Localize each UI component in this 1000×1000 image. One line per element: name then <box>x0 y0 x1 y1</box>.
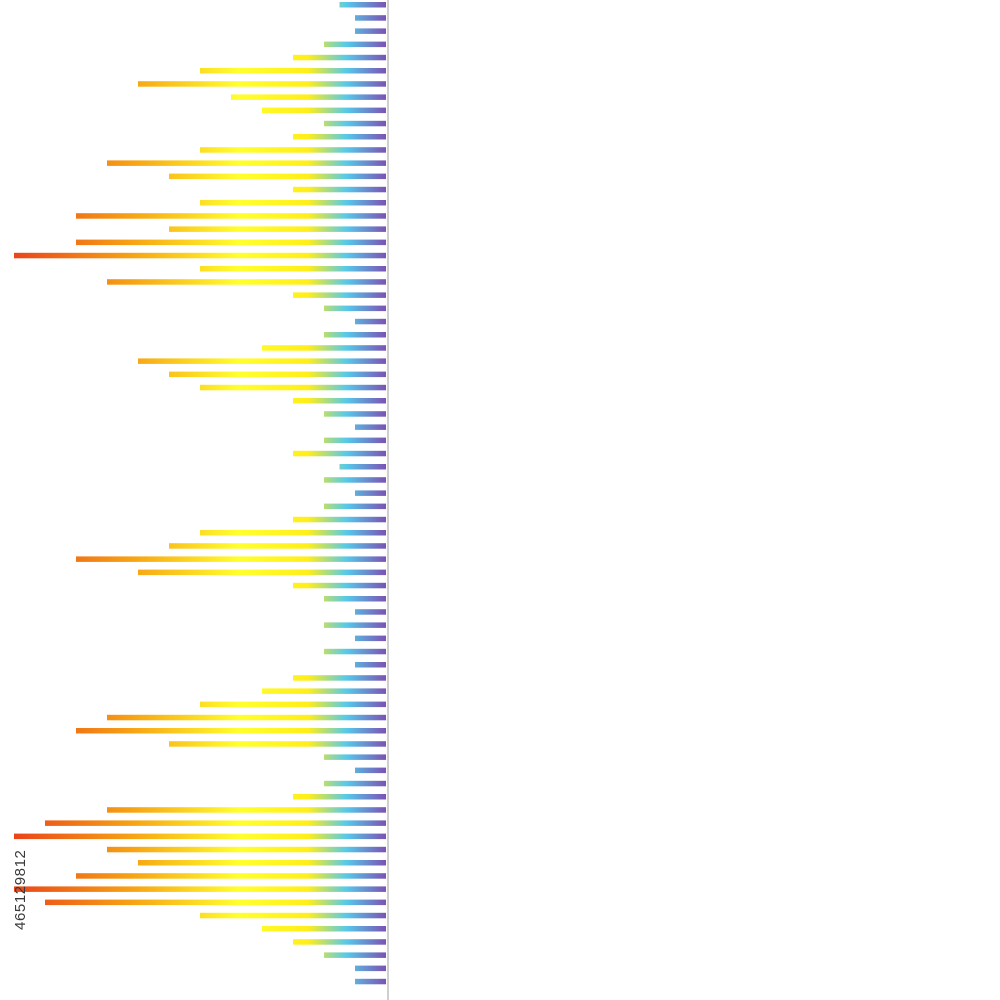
spectrum-bar <box>138 569 386 576</box>
stock-id-label: 465129812 <box>12 849 29 930</box>
spectrum-bar <box>293 186 386 193</box>
spectrum-bar <box>169 741 386 747</box>
spectrum-bar <box>231 94 386 100</box>
spectrum-bar <box>355 15 386 21</box>
spectrum-bar <box>293 450 386 457</box>
spectrum-bar <box>76 728 386 734</box>
spectrum-bar <box>138 358 386 364</box>
spectrum-bar <box>169 226 386 232</box>
spectrum-bar <box>324 41 386 48</box>
spectrum-bar <box>200 701 386 708</box>
spectrum-bar <box>324 754 386 760</box>
spectrum-bar <box>339 2 386 8</box>
spectrum-bar <box>200 68 386 74</box>
spectrum-bar <box>200 384 386 391</box>
spectrum-bar <box>293 398 386 404</box>
spectrum-bar <box>339 464 386 470</box>
spectrum-bar <box>324 437 386 444</box>
spectrum-bar <box>76 556 386 562</box>
spectrum-bar <box>107 846 386 853</box>
spectrum-bar <box>107 160 386 166</box>
spectrum-bar <box>200 200 386 206</box>
spectrum-bar <box>138 81 386 87</box>
spectrum-bar <box>324 120 386 127</box>
spectrum-bar <box>293 292 386 298</box>
spectrum-bar <box>324 503 386 510</box>
spectrum-bar <box>14 886 386 892</box>
spectrum-bar <box>293 794 386 800</box>
spectrum-bar <box>76 239 386 246</box>
spectrum-bar <box>324 411 386 417</box>
spectrum-bar <box>355 490 386 496</box>
spectrum-bar <box>324 622 386 628</box>
spectrum-bar <box>355 28 386 34</box>
spectrum-bar <box>293 54 386 61</box>
spectrum-bar <box>324 305 386 312</box>
spectrum-bar <box>355 609 386 615</box>
spectrum-bar <box>107 714 386 721</box>
spectrum-bar <box>14 252 386 259</box>
spectrum-bar <box>45 820 386 826</box>
spectrum-bar <box>200 266 386 272</box>
spectrum-bar <box>138 860 386 866</box>
spectrum-bar <box>169 543 386 549</box>
frequency-bars <box>14 2 386 985</box>
spectrum-bar <box>107 807 386 813</box>
spectrum-bar <box>76 873 386 879</box>
spectrum-bar <box>262 345 386 351</box>
spectrum-bar <box>169 173 386 180</box>
spectrum-bar <box>200 530 386 536</box>
spectrum-bar <box>293 675 386 681</box>
spectrum-bar <box>262 688 386 694</box>
spectrum-bar <box>293 582 386 589</box>
spectrum-bar <box>293 516 386 523</box>
spectrum-bar <box>45 899 386 906</box>
spectrum-bar <box>324 780 386 787</box>
spectrum-bar <box>14 833 386 840</box>
spectrum-bar <box>200 912 386 919</box>
spectrum-bar <box>355 978 386 985</box>
spectrum-bar <box>169 371 386 378</box>
spectrum-bar <box>107 279 386 285</box>
spectrum-bar <box>324 648 386 655</box>
spectrum-bar <box>355 662 386 668</box>
spectrum-bar <box>293 939 386 945</box>
spectrum-bar <box>76 213 386 219</box>
spectrum-bar <box>293 134 386 140</box>
spectrum-bar <box>355 767 386 774</box>
spectrum-bar <box>262 926 386 932</box>
spectrum-bar <box>355 318 386 325</box>
spectrum-bar <box>324 952 386 958</box>
spectrum-bar <box>200 147 386 153</box>
spectrum-bar <box>355 424 386 430</box>
spectrum-bar <box>355 635 386 642</box>
spectrum-bar <box>324 332 386 338</box>
spectrum-bar <box>324 596 386 602</box>
spectrum-bar <box>324 477 386 483</box>
spectrum-bar <box>355 965 386 972</box>
spectrum-bar <box>262 107 386 114</box>
